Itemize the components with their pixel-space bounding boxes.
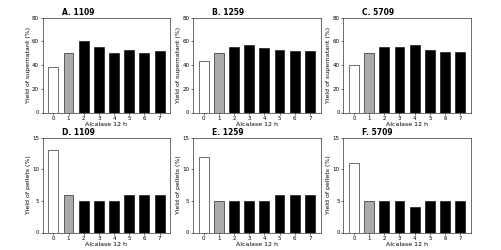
Bar (349, 65, 359, 112)
Y-axis label: Yield of pellets (%): Yield of pellets (%) (176, 156, 181, 214)
Y-axis label: Yield of supernatant (%): Yield of supernatant (%) (326, 27, 331, 103)
Bar (290, 194, 300, 232)
Text: C. 5709: C. 5709 (362, 8, 394, 18)
Bar (155, 51, 164, 112)
Bar (260, 201, 269, 232)
Bar (260, 48, 269, 112)
Bar (229, 47, 239, 112)
Bar (49, 67, 58, 112)
Bar (364, 53, 374, 112)
Bar (79, 201, 89, 232)
Bar (229, 201, 239, 232)
X-axis label: Alcalase 12 h: Alcalase 12 h (86, 122, 127, 127)
Bar (94, 47, 104, 112)
Bar (425, 201, 435, 232)
Bar (410, 45, 420, 112)
Bar (109, 201, 119, 232)
Y-axis label: Yield of pellets (%): Yield of pellets (%) (26, 156, 31, 214)
Text: E. 1259: E. 1259 (212, 128, 243, 138)
Bar (440, 201, 450, 232)
Bar (364, 201, 374, 232)
X-axis label: Alcalase 12 h: Alcalase 12 h (236, 122, 278, 127)
Bar (244, 45, 254, 112)
Text: B. 1259: B. 1259 (212, 8, 244, 18)
Bar (395, 47, 404, 112)
Bar (49, 150, 58, 232)
Bar (124, 50, 134, 112)
Bar (214, 201, 224, 232)
Bar (379, 47, 389, 112)
Bar (64, 194, 74, 232)
Bar (79, 41, 89, 113)
Bar (124, 194, 134, 232)
Bar (349, 163, 359, 232)
Bar (290, 51, 300, 112)
Bar (109, 53, 119, 112)
Bar (244, 201, 254, 232)
X-axis label: Alcalase 12 h: Alcalase 12 h (386, 242, 428, 247)
Y-axis label: Yield of pellets (%): Yield of pellets (%) (326, 156, 331, 214)
Bar (440, 52, 450, 112)
Text: D. 1109: D. 1109 (62, 128, 95, 138)
Y-axis label: Yield of supernatant (%): Yield of supernatant (%) (26, 27, 31, 103)
Bar (199, 62, 208, 112)
Bar (425, 50, 435, 112)
Bar (155, 194, 164, 232)
Y-axis label: Yield of supernatant (%): Yield of supernatant (%) (176, 27, 181, 103)
Bar (94, 201, 104, 232)
Bar (275, 194, 285, 232)
Bar (214, 53, 224, 112)
X-axis label: Alcalase 12 h: Alcalase 12 h (86, 242, 127, 247)
Bar (379, 201, 389, 232)
Bar (410, 207, 420, 233)
X-axis label: Alcalase 12 h: Alcalase 12 h (386, 122, 428, 127)
Bar (305, 194, 315, 232)
Bar (275, 50, 285, 112)
Bar (455, 201, 465, 232)
Bar (199, 156, 208, 232)
X-axis label: Alcalase 12 h: Alcalase 12 h (236, 242, 278, 247)
Bar (305, 51, 315, 112)
Bar (64, 53, 74, 112)
Bar (139, 194, 149, 232)
Bar (395, 201, 404, 232)
Bar (455, 52, 465, 112)
Bar (139, 53, 149, 112)
Text: A. 1109: A. 1109 (62, 8, 94, 18)
Text: F. 5709: F. 5709 (362, 128, 393, 138)
